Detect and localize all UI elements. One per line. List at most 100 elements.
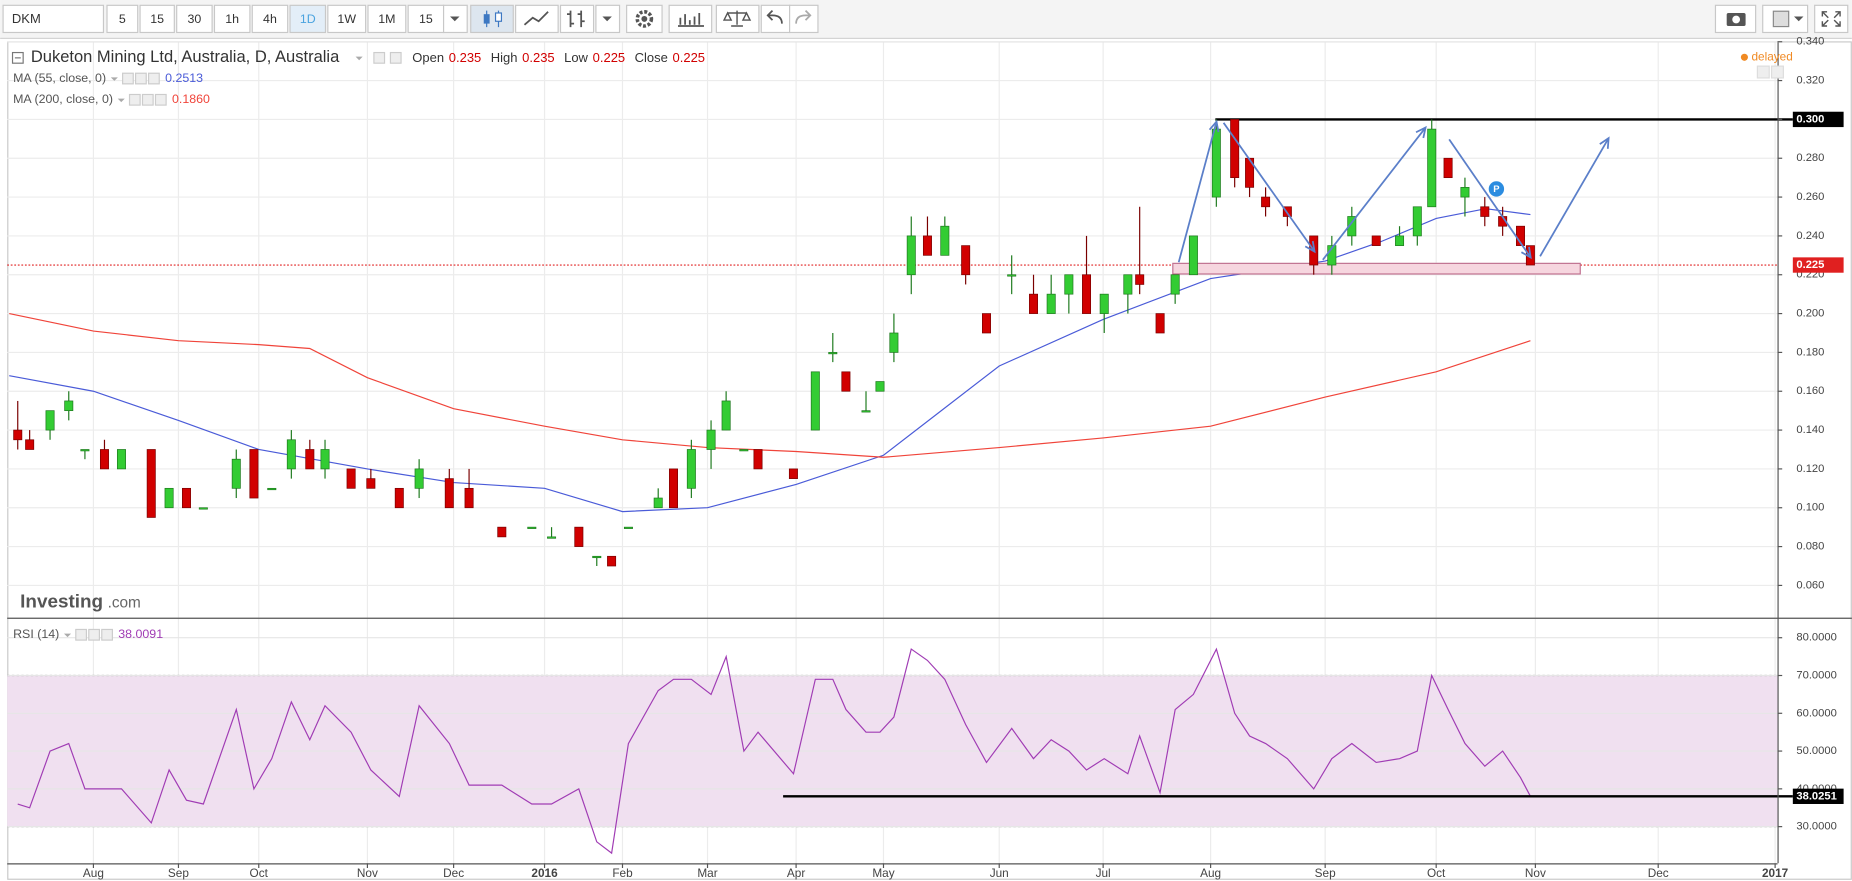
fullscreen-button[interactable] [1814, 4, 1849, 34]
scroll-button[interactable] [1770, 65, 1784, 79]
x-tick-label: Jul [1096, 866, 1111, 880]
legend-icon[interactable] [75, 628, 88, 641]
ohlc-value: 0.225 [673, 50, 706, 65]
interval-button[interactable] [289, 4, 327, 34]
candle-body [940, 225, 950, 256]
last-price-box [1792, 257, 1844, 273]
legend-icon[interactable] [148, 72, 160, 85]
candle-body [875, 381, 885, 392]
ohlc-value: 0.235 [449, 50, 482, 65]
y-tick-label: 0.240 [1796, 230, 1824, 242]
candle-body [1007, 274, 1017, 277]
candle-body [366, 478, 376, 489]
delayed-dot [1740, 53, 1748, 61]
candle-body [1099, 293, 1109, 314]
legend-dropdown[interactable] [117, 98, 125, 103]
candle-body [1443, 157, 1453, 179]
candles-button[interactable] [470, 4, 514, 34]
last-price-label: 0.225 [1796, 259, 1824, 271]
rsi-line [17, 647, 1531, 855]
candle-body [706, 429, 716, 450]
interval-button[interactable] [327, 4, 367, 34]
legend-icon[interactable] [101, 628, 113, 641]
interval-button[interactable] [407, 4, 445, 34]
event-marker-label: P [1493, 184, 1499, 195]
y-tick-label: 0.080 [1796, 541, 1824, 553]
ohlc-value: 0.235 [522, 50, 555, 65]
y-tick-label: 0.140 [1796, 424, 1824, 436]
candle-body [25, 439, 35, 450]
interval-button[interactable] [139, 4, 175, 34]
line-button[interactable] [515, 4, 559, 34]
gear-icon [641, 15, 648, 22]
interval-button[interactable] [176, 4, 213, 34]
candle-body [305, 449, 315, 470]
gear-icon [635, 10, 654, 28]
symbol-text: DKM [12, 11, 41, 26]
legend-icon[interactable] [373, 51, 386, 64]
legend-dropdown[interactable] [63, 633, 72, 638]
indicators-button[interactable] [668, 4, 713, 34]
legend-dropdown[interactable] [110, 77, 118, 81]
candle-body [1412, 206, 1422, 237]
candle-body [1211, 128, 1221, 198]
event-marker[interactable] [1488, 181, 1505, 197]
legend-icon[interactable] [154, 93, 167, 106]
interval-label: 1D [300, 12, 316, 26]
legend-icon[interactable] [141, 93, 154, 106]
candle-body [739, 449, 749, 452]
candle-body [1123, 274, 1133, 295]
ma-line [9, 208, 1531, 513]
candle-body [146, 449, 156, 518]
interval-button[interactable] [367, 4, 407, 34]
candle-body [1347, 216, 1357, 237]
candle-body [669, 468, 678, 509]
candle-body [547, 536, 557, 539]
candle-body [1230, 119, 1240, 179]
interval-label: 30 [187, 12, 201, 26]
candle-body [320, 449, 330, 470]
symbol-input[interactable] [2, 4, 105, 34]
candle-body [13, 429, 23, 441]
candle-body [1170, 274, 1180, 295]
ohlc-label: High [491, 50, 518, 65]
interval-label: 1W [337, 12, 356, 26]
interval-button[interactable] [213, 4, 251, 34]
interval-button[interactable] [106, 4, 139, 34]
undo-button[interactable] [760, 4, 791, 34]
redo-button[interactable] [789, 4, 819, 34]
x-tick-label: Nov [357, 866, 378, 880]
candle-body [1460, 187, 1470, 198]
candle-body [686, 449, 696, 489]
legend-icon[interactable] [128, 93, 141, 106]
ma-legend-value: 0.2513 [165, 71, 203, 85]
legend-icon[interactable] [122, 72, 134, 85]
dropdown-arrow [1794, 16, 1804, 22]
x-tick-label: Mar [697, 866, 717, 880]
candles-icon [494, 12, 503, 22]
candle-body [1188, 235, 1198, 276]
legend-icon[interactable] [88, 628, 100, 641]
title-dropdown[interactable] [355, 56, 363, 61]
scroll-button[interactable] [1756, 65, 1770, 79]
arrow-head [1304, 240, 1316, 254]
legend-icon[interactable] [135, 72, 147, 85]
delayed-label: delayed [1751, 49, 1792, 63]
fullscreen-icon [1821, 11, 1841, 27]
interval-label: 15 [419, 12, 433, 26]
candle-body [464, 487, 474, 509]
ohlc-value: 0.225 [593, 50, 626, 65]
candle-body [497, 526, 507, 538]
rsi-tick-label: 80.0000 [1796, 632, 1836, 644]
bars-button[interactable] [559, 4, 595, 34]
interval-button[interactable] [251, 4, 289, 34]
legend-icon[interactable] [389, 51, 402, 64]
candle-body [1029, 293, 1039, 314]
rsi-tick-label: 30.0000 [1796, 821, 1836, 833]
x-tick-label: Sep [168, 866, 189, 880]
rsi-tick-label: 70.0000 [1796, 669, 1836, 681]
candle-body [828, 352, 838, 355]
ohlc-label: Close [635, 50, 668, 65]
